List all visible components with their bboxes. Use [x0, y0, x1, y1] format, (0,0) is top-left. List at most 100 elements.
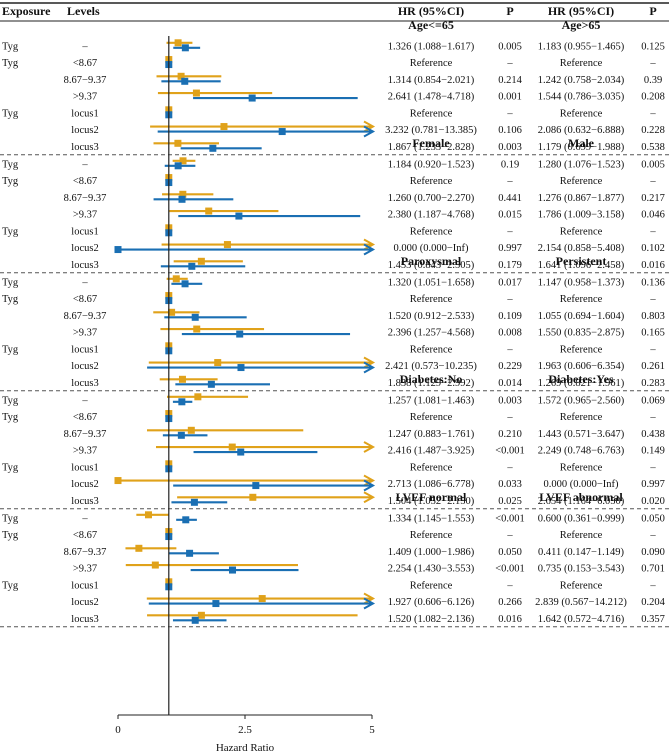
- row-hr1-g4-r6: 1.520 (1.082−2.136): [388, 614, 475, 625]
- row-hr2-g0-r6: 1.179 (0.699−1.988): [538, 142, 625, 153]
- row-exposure-g3-r0: Tyg: [2, 395, 19, 406]
- forest-marks: [0, 36, 669, 715]
- row-hr1-g3-r4: Reference: [410, 462, 453, 473]
- row-p2-g3-r2: 0.438: [641, 429, 665, 440]
- ci-series2-g3-r0-point: [194, 393, 202, 401]
- x-tick-label-2: 5: [369, 724, 375, 736]
- row-hr1-g2-r2: 1.520 (0.912−2.533): [388, 311, 475, 322]
- row-p1-g0-r6: 0.003: [498, 142, 522, 153]
- row-p2-g0-r5: 0.228: [641, 125, 665, 136]
- row-p2-g1-r0: 0.005: [641, 159, 665, 170]
- row-level-g4-r2: 8.67−9.37: [64, 547, 107, 558]
- ci-series1-g4-r3-point: [229, 566, 237, 574]
- ci-series2-g1-r2-point: [179, 190, 187, 198]
- row-p1-g3-r1: –: [506, 412, 513, 423]
- row-exposure-g1-r0: Tyg: [2, 159, 19, 170]
- row-p2-g3-r1: –: [649, 412, 656, 423]
- row-hr1-g4-r3: 2.254 (1.430−3.553): [388, 564, 475, 575]
- row-p2-g2-r3: 0.165: [641, 328, 665, 339]
- ci-series2-g1-r5-arrow: [363, 238, 376, 251]
- row-p2-g2-r1: –: [649, 294, 656, 305]
- row-p1-g1-r4: –: [506, 226, 513, 237]
- row-p2-g3-r0: 0.069: [641, 395, 665, 406]
- row-level-g2-r5: locus2: [71, 361, 98, 372]
- row-hr1-g2-r0: 1.320 (1.051−1.658): [388, 277, 475, 288]
- row-p2-g3-r3: 0.149: [641, 446, 665, 457]
- row-p1-g0-r5: 0.106: [498, 125, 522, 136]
- row-level-g3-r6: locus3: [71, 496, 98, 507]
- x-axis: Hazard Ratio 0 2.5 5: [115, 714, 375, 754]
- row-hr1-g0-r3: 2.641 (1.478−4.718): [388, 92, 475, 103]
- ci-series2-g2-r0-point: [172, 275, 180, 283]
- row-hr1-g3-r0: 1.257 (1.081−1.463): [388, 395, 475, 406]
- row-hr2-g3-r3: 2.249 (0.748−6.763): [538, 446, 625, 457]
- ci-series1-g3-r0-point: [178, 398, 186, 406]
- ci-series2-g0-r5-arrow: [363, 120, 376, 133]
- row-level-g1-r1: <8.67: [73, 176, 97, 187]
- subgroup-2-label-1: Paroxysmal: [401, 254, 462, 268]
- row-p1-g1-r3: 0.015: [498, 210, 522, 221]
- ci-series1-g3-r5-arrow: [363, 479, 376, 492]
- ci-series2-g1-r3-point: [205, 207, 213, 215]
- row-hr2-g3-r2: 1.443 (0.571−3.647): [538, 429, 625, 440]
- subgroup-4-label-1: LVEF normal: [396, 490, 467, 504]
- ci-series1-g0-r5-arrow: [363, 125, 376, 138]
- ci-series1-g2-r6-point: [207, 380, 215, 388]
- row-hr1-g0-r5: 3.232 (0.781−13.385): [385, 125, 477, 136]
- row-exposure-g4-r1: Tyg: [2, 530, 19, 541]
- ci-series1-g2-r5-point: [237, 364, 245, 372]
- row-p1-g4-r6: 0.016: [498, 614, 522, 625]
- row-level-g1-r2: 8.67−9.37: [64, 193, 107, 204]
- row-hr2-g4-r0: 0.600 (0.361−0.999): [538, 513, 625, 524]
- row-level-g4-r4: locus1: [71, 580, 98, 591]
- row-hr1-g2-r5: 2.421 (0.573−10.235): [385, 361, 477, 372]
- header-p-2: P: [649, 4, 656, 18]
- ci-series1-g1-r2-point: [178, 195, 186, 203]
- row-exposure-g0-r1: Tyg: [2, 58, 19, 69]
- ci-series1-g3-r5-point: [252, 482, 260, 490]
- ci-series2-g3-r2-point: [187, 426, 195, 434]
- row-level-g0-r1: <8.67: [73, 58, 97, 69]
- row-p2-g4-r4: –: [649, 580, 656, 591]
- subgroup-2-label-2: Persistent: [556, 254, 607, 268]
- row-level-g0-r5: locus2: [71, 125, 98, 136]
- row-hr2-g1-r6: 1.641 (1.096−2.458): [538, 260, 625, 271]
- row-hr2-g1-r4: Reference: [560, 226, 603, 237]
- row-p2-g3-r5: 0.997: [641, 479, 665, 490]
- row-hr2-g4-r5: 2.839 (0.567−14.212): [535, 597, 627, 608]
- row-hr1-g1-r1: Reference: [410, 176, 453, 187]
- ci-series2-g0-r5-point: [220, 123, 228, 131]
- ci-series2-g4-r0-point: [144, 511, 152, 519]
- row-hr2-g2-r3: 1.550 (0.835−2.875): [538, 328, 625, 339]
- ci-series2-g3-r3-arrow: [363, 441, 376, 453]
- row-level-g4-r3: >9.37: [73, 564, 97, 575]
- row-exposure-g4-r0: Tyg: [2, 513, 19, 524]
- ci-series2-g1-r6-point: [197, 257, 205, 265]
- ci-series1-g0-r5-point: [278, 128, 286, 136]
- forest-table-text: Age<=65 Age>65 Tyg – 1.326 (1.088−1.617) 0.00…: [2, 18, 666, 625]
- row-p2-g1-r4: –: [649, 226, 656, 237]
- ci-series1-g1-r3-point: [235, 212, 243, 220]
- ci-series1-g0-r6-point: [209, 144, 217, 152]
- ci-series1-g2-r3-point: [236, 330, 244, 338]
- row-p2-g0-r1: –: [649, 58, 656, 69]
- row-p1-g4-r4: –: [506, 580, 513, 591]
- row-p2-g0-r3: 0.208: [641, 92, 665, 103]
- ci-series2-g1-r5-point: [223, 241, 231, 249]
- ci-series2-g4-r3-point: [151, 561, 159, 569]
- row-p1-g4-r0: <0.001: [495, 513, 525, 524]
- row-p1-g4-r1: –: [506, 530, 513, 541]
- row-hr1-g0-r2: 1.314 (0.854−2.021): [388, 75, 475, 86]
- row-hr2-g2-r5: 1.963 (0.606−6.354): [538, 361, 625, 372]
- row-p1-g4-r3: <0.001: [495, 564, 525, 575]
- row-exposure-g2-r0: Tyg: [2, 277, 19, 288]
- row-level-g2-r4: locus1: [71, 344, 98, 355]
- ci-series2-g4-r6-point: [197, 611, 205, 619]
- row-exposure-g1-r4: Tyg: [2, 226, 19, 237]
- row-hr1-g0-r6: 1.867 (1.233−2.828): [388, 142, 475, 153]
- row-hr2-g0-r4: Reference: [560, 108, 603, 119]
- row-level-g1-r5: locus2: [71, 243, 98, 254]
- ci-series2-g0-r6-point: [174, 139, 182, 147]
- x-tick-label-1: 2.5: [238, 724, 252, 736]
- row-p1-g0-r3: 0.001: [498, 92, 522, 103]
